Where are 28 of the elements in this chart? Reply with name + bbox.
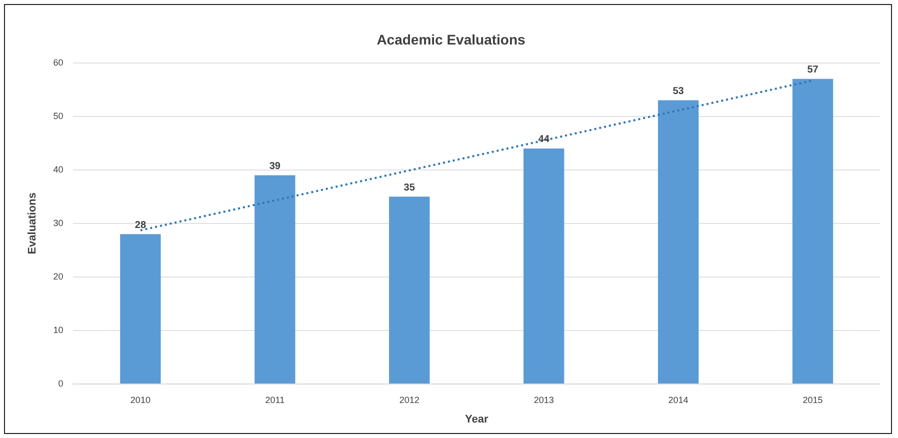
y-tick-label: 50 <box>53 110 64 121</box>
bar <box>524 148 564 384</box>
x-tick-label: 2011 <box>265 394 285 405</box>
data-label: 44 <box>538 134 550 146</box>
y-tick-label: 0 <box>58 378 64 388</box>
bar <box>658 100 699 384</box>
chart-title: Academic Evaluations <box>376 31 526 48</box>
x-tick-label: 2010 <box>130 394 150 405</box>
x-tick-label: 2013 <box>534 394 554 405</box>
bar <box>389 196 430 384</box>
bar <box>792 78 834 384</box>
y-tick-label: 40 <box>53 164 64 174</box>
data-label: 35 <box>404 182 416 194</box>
y-tick-label: 30 <box>53 218 64 228</box>
data-label: 28 <box>134 220 146 231</box>
data-label: 53 <box>672 86 684 98</box>
bar <box>120 234 161 384</box>
data-label: 39 <box>269 160 281 172</box>
y-tick-label: 60 <box>53 57 64 68</box>
y-tick-label: 10 <box>53 324 64 335</box>
bar <box>254 175 296 384</box>
x-axis-title: Year <box>464 413 489 426</box>
data-label: 57 <box>807 64 819 76</box>
y-axis-title: Evaluations <box>26 192 39 254</box>
y-tick-label: 20 <box>53 271 64 282</box>
x-tick-label: 2014 <box>668 394 688 405</box>
x-tick-label: 2015 <box>802 394 823 405</box>
x-tick-label: 2012 <box>399 394 420 405</box>
